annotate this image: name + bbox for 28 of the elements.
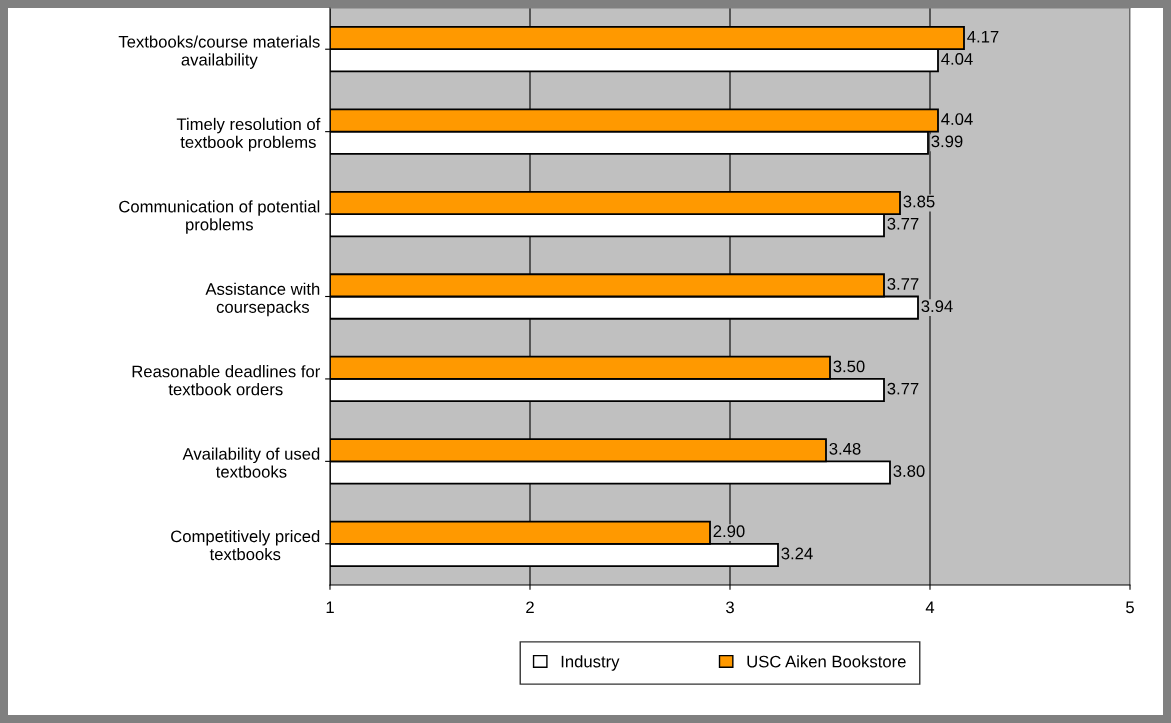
legend-label: USC Aiken Bookstore <box>747 655 906 668</box>
x-tick-label: 5 <box>1126 601 1134 614</box>
y-tick-label: Timely resolution of textbook problems <box>176 117 321 152</box>
data-label: 3.50 <box>833 360 865 373</box>
data-label: 4.04 <box>941 113 973 125</box>
data-label: 4.17 <box>967 30 999 43</box>
y-tick-label: Competitively priced textbooks <box>171 529 320 561</box>
data-label: 2.90 <box>713 525 745 538</box>
data-label: 3.85 <box>903 195 935 208</box>
data-label: 3.77 <box>887 217 919 230</box>
data-label: 4.04 <box>941 53 973 65</box>
y-tick-label: Textbooks/course materials availability <box>118 35 320 69</box>
x-tick-label: 3 <box>726 601 734 614</box>
legend-label: Industry <box>561 655 620 671</box>
x-tick-label: 1 <box>326 601 334 614</box>
x-tick-label: 2 <box>526 601 534 614</box>
y-tick-label: Availability of used textbooks <box>182 447 320 478</box>
data-label: 3.99 <box>931 135 963 148</box>
data-label: 3.80 <box>893 465 925 477</box>
data-label: 3.94 <box>921 300 953 313</box>
x-tick-label: 4 <box>925 601 935 614</box>
data-label: 3.77 <box>887 278 919 290</box>
y-tick-label: Communication of potential problems <box>119 200 320 234</box>
data-label: 3.77 <box>887 382 919 395</box>
data-label: 3.48 <box>829 442 861 455</box>
y-tick-label: Reasonable deadlines for textbook orders <box>132 365 321 396</box>
y-tick-label: Assistance with coursepacks <box>205 282 320 317</box>
data-label: 3.24 <box>781 547 813 560</box>
